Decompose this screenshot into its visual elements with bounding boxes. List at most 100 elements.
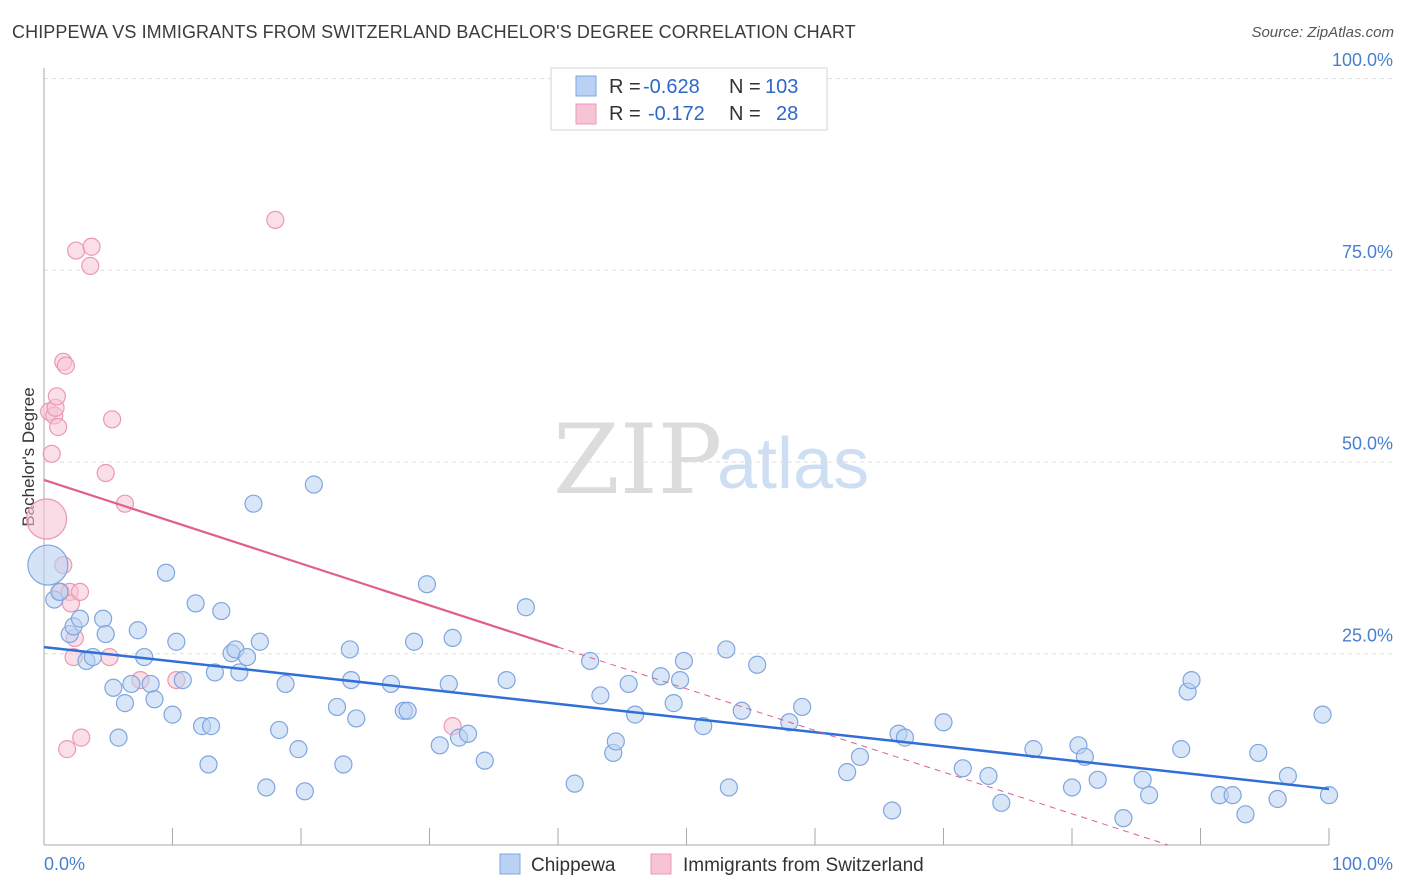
trend-line-switzerland bbox=[43, 478, 559, 649]
chippewa-point-50 bbox=[430, 736, 449, 755]
chippewa-point-99 bbox=[1249, 743, 1268, 763]
chippewa-point-35 bbox=[270, 720, 289, 740]
chippewa-point-98 bbox=[1236, 805, 1255, 824]
chippewa-point-63 bbox=[619, 674, 638, 694]
chippewa-point-22 bbox=[186, 594, 205, 613]
bottom-legend-swatch-chippewa bbox=[499, 853, 521, 875]
bottom-legend-label-switzerland: Immigrants from Switzerland bbox=[683, 855, 924, 876]
legend-r-value-chippewa: -0.628 bbox=[643, 76, 700, 98]
switzerland-point-18 bbox=[72, 728, 91, 747]
switzerland-point-5 bbox=[47, 387, 66, 406]
switzerland-point-6 bbox=[49, 417, 68, 437]
bottom-legend-label-chippewa: Chippewa bbox=[531, 855, 616, 876]
switzerland-point-11 bbox=[58, 740, 77, 759]
chippewa-point-56 bbox=[497, 670, 516, 690]
chippewa-point-44 bbox=[347, 709, 366, 728]
legend-swatch-switzerland bbox=[575, 103, 597, 125]
chippewa-point-68 bbox=[674, 651, 694, 671]
y-tick-label-25: 25.0% bbox=[1342, 625, 1393, 645]
bottom-legend-swatch-switzerland bbox=[650, 853, 672, 875]
trend-line-switzerland-extension bbox=[557, 646, 1169, 846]
chippewa-point-40 bbox=[327, 697, 347, 717]
chippewa-point-76 bbox=[838, 763, 857, 782]
switzerland-point-27 bbox=[266, 210, 285, 229]
chippewa-point-90 bbox=[1114, 809, 1133, 828]
chippewa-point-24 bbox=[199, 755, 218, 774]
legend-r-label-chippewa: R = bbox=[609, 76, 641, 98]
chippewa-point-70 bbox=[717, 640, 736, 659]
chippewa-point-8 bbox=[94, 609, 113, 628]
chippewa-point-103 bbox=[1319, 786, 1339, 805]
chippewa-point-17 bbox=[145, 690, 164, 709]
chippewa-point-91 bbox=[1133, 770, 1152, 789]
chippewa-point-16 bbox=[141, 674, 160, 694]
chippewa-point-20 bbox=[167, 632, 186, 651]
chippewa-point-47 bbox=[398, 701, 417, 720]
chippewa-point-73 bbox=[748, 655, 767, 674]
switzerland-point-16 bbox=[67, 241, 86, 260]
chippewa-point-0 bbox=[27, 544, 69, 586]
chippewa-point-25 bbox=[201, 717, 221, 736]
chippewa-point-48 bbox=[404, 632, 424, 651]
chippewa-point-72 bbox=[732, 701, 751, 720]
chippewa-point-38 bbox=[295, 782, 314, 801]
y-tick-labels: 25.0% 50.0% 75.0% 100.0% bbox=[1332, 50, 1393, 645]
chippewa-point-59 bbox=[581, 651, 600, 671]
chippewa-point-58 bbox=[565, 774, 584, 793]
chippewa-point-10 bbox=[104, 678, 123, 697]
chippewa-point-11 bbox=[109, 728, 128, 747]
series-legend: Chippewa Immigrants from Switzerland bbox=[499, 853, 924, 876]
chart-source: Source: ZipAtlas.com bbox=[1251, 24, 1394, 41]
chippewa-point-86 bbox=[1062, 778, 1082, 797]
chippewa-point-89 bbox=[1088, 770, 1107, 789]
chippewa-point-60 bbox=[591, 686, 610, 705]
legend-n-label-switzerland: N = bbox=[729, 103, 761, 125]
chippewa-point-67 bbox=[670, 670, 690, 690]
chippewa-point-13 bbox=[122, 674, 141, 694]
chippewa-point-66 bbox=[664, 694, 683, 713]
chippewa-point-19 bbox=[163, 705, 182, 724]
gridlines bbox=[44, 78, 1394, 655]
legend-n-value-switzerland: 28 bbox=[776, 103, 798, 125]
chippewa-point-30 bbox=[230, 663, 249, 682]
chippewa-point-84 bbox=[992, 793, 1011, 812]
legend-n-value-chippewa: 103 bbox=[765, 76, 798, 98]
chippewa-point-37 bbox=[289, 740, 308, 759]
legend-r-label-switzerland: R = bbox=[609, 103, 641, 125]
y-tick-label-50: 50.0% bbox=[1342, 434, 1393, 454]
chippewa-point-54 bbox=[458, 724, 478, 743]
chippewa-point-42 bbox=[340, 640, 359, 659]
chippewa-point-9 bbox=[96, 624, 115, 644]
chippewa-point-26 bbox=[205, 663, 225, 682]
chippewa-point-18 bbox=[156, 563, 176, 582]
chippewa-point-32 bbox=[244, 494, 263, 513]
chippewa-point-81 bbox=[934, 713, 953, 732]
chippewa-point-75 bbox=[793, 697, 812, 717]
chippewa-point-34 bbox=[257, 778, 276, 797]
chippewa-point-14 bbox=[128, 621, 147, 640]
chippewa-point-49 bbox=[417, 575, 437, 594]
chart-title: CHIPPEWA VS IMMIGRANTS FROM SWITZERLAND … bbox=[12, 22, 856, 42]
legend-n-label-chippewa: N = bbox=[729, 76, 761, 98]
switzerland-point-22 bbox=[100, 647, 119, 667]
watermark: ZIP atlas bbox=[553, 404, 869, 516]
y-tick-label-100: 100.0% bbox=[1332, 50, 1393, 70]
chippewa-point-82 bbox=[953, 759, 972, 778]
legend-box bbox=[550, 67, 828, 131]
chippewa-point-100 bbox=[1268, 789, 1287, 809]
switzerland-point-17 bbox=[70, 582, 90, 601]
watermark-atlas: atlas bbox=[717, 424, 869, 504]
chippewa-point-57 bbox=[516, 598, 535, 617]
trend-lines bbox=[43, 478, 1330, 846]
chippewa-point-31 bbox=[237, 647, 257, 667]
chippewa-point-77 bbox=[850, 747, 870, 766]
series-chippewa-points bbox=[27, 475, 1339, 828]
watermark-zip: ZIP bbox=[553, 404, 722, 516]
y-tick-label-75: 75.0% bbox=[1342, 242, 1393, 262]
chippewa-point-39 bbox=[304, 475, 323, 494]
chippewa-point-2 bbox=[50, 582, 69, 601]
chippewa-point-27 bbox=[212, 601, 231, 621]
switzerland-point-19 bbox=[81, 256, 100, 276]
chippewa-point-52 bbox=[443, 628, 462, 648]
switzerland-point-23 bbox=[103, 410, 122, 429]
